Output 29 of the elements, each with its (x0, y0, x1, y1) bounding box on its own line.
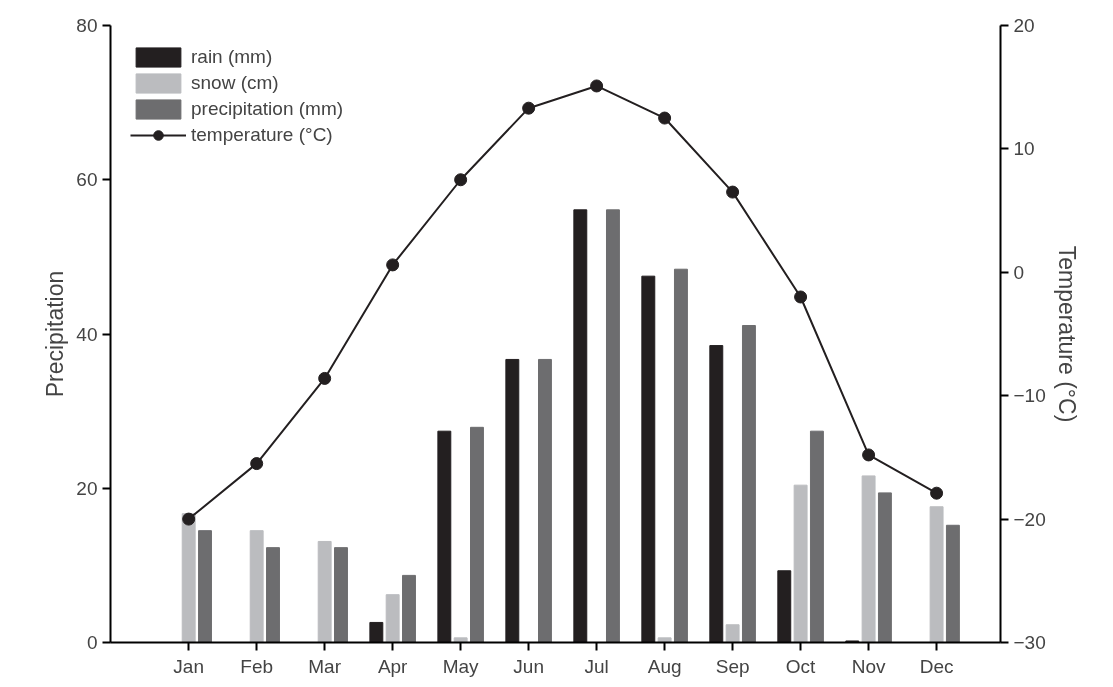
legend-label: precipitation (mm) (191, 98, 344, 120)
x-tick-label: Jun (513, 655, 544, 677)
y-tick-label: 60 (76, 169, 98, 191)
y-tick-label: 40 (76, 323, 98, 345)
x-tick-label: Feb (240, 655, 274, 677)
y2-tick-label: −10 (1013, 385, 1046, 407)
y2-tick-label: −30 (1013, 632, 1046, 653)
x-tick-label: Apr (377, 655, 409, 677)
y2-axis-title: Temperature (°C) (1053, 245, 1080, 423)
legend-label: snow (cm) (191, 72, 279, 94)
x-tick-label: Jul (584, 655, 609, 677)
y2-tick-label: 20 (1013, 15, 1035, 36)
x-tick-label: Jan (173, 655, 205, 677)
x-tick-label: Aug (647, 655, 682, 677)
y-axis-title: Precipitation (42, 270, 69, 398)
y-tick-label: 20 (76, 477, 98, 499)
x-tick-label: May (442, 655, 480, 677)
y2-tick-label: −20 (1013, 508, 1046, 530)
x-tick-label: Dec (919, 655, 954, 677)
y-tick-label: 0 (86, 632, 98, 653)
x-tick-label: Oct (785, 655, 817, 677)
y-tick-label: 80 (76, 15, 98, 36)
x-tick-label: Mar (308, 655, 342, 677)
y2-tick-label: 0 (1013, 261, 1025, 283)
x-tick-label: Sep (715, 655, 750, 677)
legend-label: rain (mm) (191, 46, 273, 68)
y2-tick-label: 10 (1013, 138, 1035, 160)
x-tick-label: Nov (851, 655, 886, 677)
legend-label: temperature (°C) (191, 124, 333, 146)
